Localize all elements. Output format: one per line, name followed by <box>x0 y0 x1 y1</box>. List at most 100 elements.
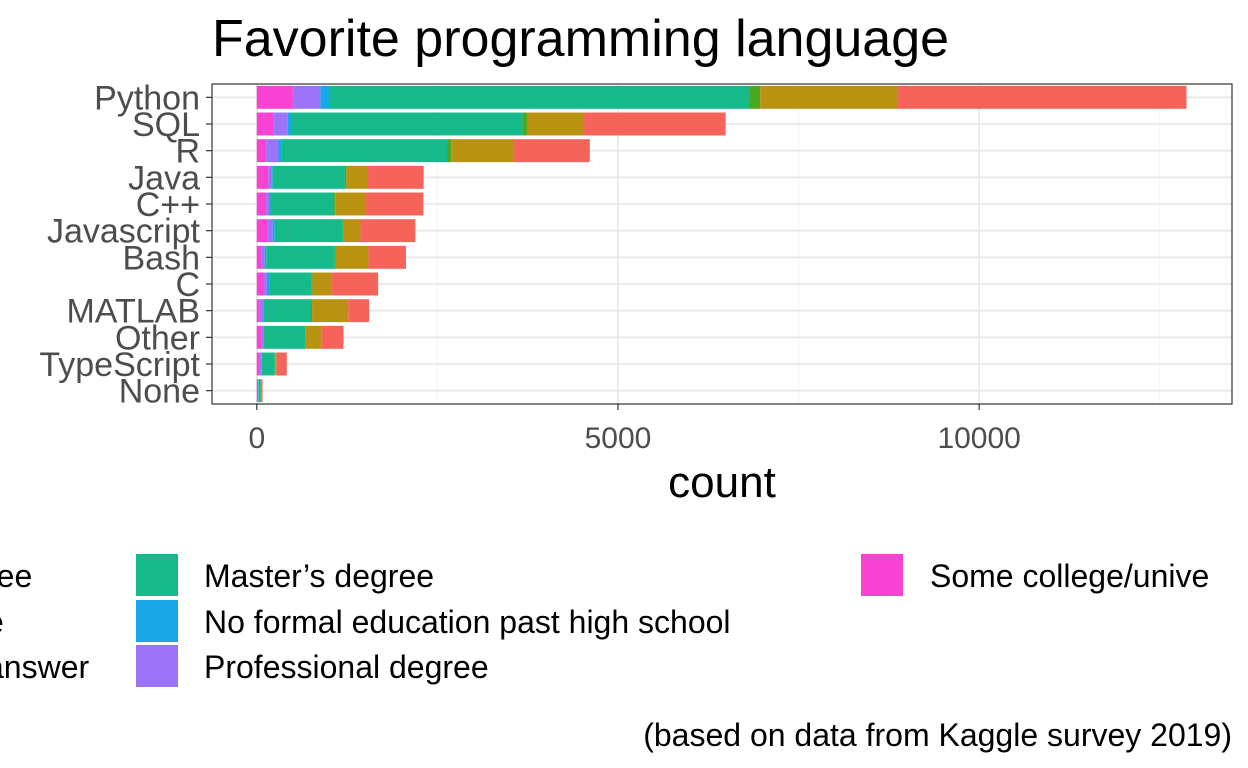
bar-segment <box>256 379 258 403</box>
legend-key <box>136 600 178 642</box>
y-tick-label: R <box>175 133 200 171</box>
bar-segment <box>321 325 344 349</box>
legend-label: No formal education past high school <box>204 604 731 640</box>
bar-segment <box>310 299 313 323</box>
bar-segment <box>256 112 274 136</box>
bar-segment <box>264 245 267 269</box>
bar-segment <box>256 325 262 349</box>
bar-segment <box>266 139 279 163</box>
bar-segment <box>264 325 306 349</box>
bar-segment <box>256 165 269 189</box>
bar-segment <box>292 85 321 109</box>
bar-segment <box>335 192 366 216</box>
bar-segment <box>278 139 282 163</box>
chart-title: Favorite programming language <box>212 10 949 68</box>
bar-segment <box>281 139 448 163</box>
bar-segment <box>276 352 287 376</box>
bar-segment <box>261 245 265 269</box>
bar-segment <box>291 112 523 136</box>
bar-segment <box>360 219 416 243</box>
bar-segment <box>526 112 585 136</box>
bar-segment <box>305 325 322 349</box>
bar-segment <box>447 139 452 163</box>
bar-segment <box>312 272 332 296</box>
y-axis-ticks: PythonSQLRJavaC++JavascriptBashCMATLABOt… <box>39 79 212 411</box>
y-tick-label: Javascript <box>47 213 201 251</box>
legend-label: Professional degree <box>204 649 489 685</box>
bars-layer <box>256 85 1187 403</box>
bar-segment <box>287 112 292 136</box>
bar-segment <box>256 85 293 109</box>
x-axis-ticks: 0 5000 10000 <box>248 404 1021 455</box>
bar-segment <box>305 325 306 349</box>
y-tick-label: MATLAB <box>66 293 200 331</box>
bar-segment <box>266 245 335 269</box>
bar-segment <box>256 352 260 376</box>
bar-segment <box>271 165 273 189</box>
bar-segment <box>272 165 345 189</box>
x-tick-label: 5000 <box>585 422 652 455</box>
bar-segment <box>513 139 590 163</box>
y-tick-label: SQL <box>132 106 200 144</box>
bar-segment <box>329 85 750 109</box>
bar-segment <box>266 192 270 216</box>
bar-segment <box>334 245 336 269</box>
bar-segment <box>259 299 264 323</box>
bar-segment <box>261 379 263 403</box>
bar-segment <box>256 272 265 296</box>
bar-segment <box>346 165 369 189</box>
legend-key <box>861 554 903 596</box>
legend-label: Some college/unive <box>930 558 1209 594</box>
bar-segment <box>312 299 349 323</box>
bar-segment <box>267 219 273 243</box>
x-tick-label: 10000 <box>937 422 1020 455</box>
chart-caption: (based on data from Kaggle survey 2019) <box>643 717 1232 753</box>
y-tick-label: Java <box>128 159 200 197</box>
y-tick-label: TypeScript <box>39 346 200 384</box>
plot-panel-background <box>212 84 1232 404</box>
bar-segment <box>261 325 264 349</box>
bar-segment <box>897 85 1187 109</box>
legend-key <box>136 645 178 687</box>
bar-segment <box>269 192 271 216</box>
bar-segment <box>258 379 261 403</box>
legend: ree e answer Master’s degree No formal educa… <box>0 554 1209 687</box>
bar-segment <box>256 219 268 243</box>
bar-segment <box>256 192 267 216</box>
bar-segment <box>272 219 275 243</box>
bar-segment <box>343 219 361 243</box>
bar-segment <box>274 219 343 243</box>
bar-segment <box>256 139 267 163</box>
bar-segment <box>257 379 259 403</box>
bar-segment <box>256 245 262 269</box>
bar-segment <box>256 299 260 323</box>
bar-segment <box>760 85 898 109</box>
bar-segment <box>275 352 277 376</box>
bar-segment <box>368 245 406 269</box>
bar-segment <box>348 299 370 323</box>
bar-segment <box>273 112 288 136</box>
bar-segment <box>365 192 424 216</box>
plot-panel-border <box>211 83 1233 405</box>
bar-segment <box>269 272 312 296</box>
bar-segment <box>264 272 267 296</box>
legend-key <box>136 554 178 596</box>
bar-segment <box>344 165 347 189</box>
legend-label: ree <box>0 558 32 594</box>
bar-segment <box>342 219 344 243</box>
y-tick-label: None <box>119 373 200 411</box>
bar-segment <box>584 112 726 136</box>
bar-segment <box>331 272 379 296</box>
bar-segment <box>522 112 527 136</box>
bar-segment <box>263 325 265 349</box>
bar-segment <box>335 245 369 269</box>
y-tick-label: Other <box>115 319 200 357</box>
bar-segment <box>270 192 335 216</box>
bar-segment <box>268 165 272 189</box>
bar-segment <box>451 139 514 163</box>
legend-label: Master’s degree <box>204 558 434 594</box>
bar-segment <box>311 272 313 296</box>
bar-segment <box>261 352 262 376</box>
y-tick-label: C <box>175 266 200 304</box>
bar-segment <box>263 299 265 323</box>
